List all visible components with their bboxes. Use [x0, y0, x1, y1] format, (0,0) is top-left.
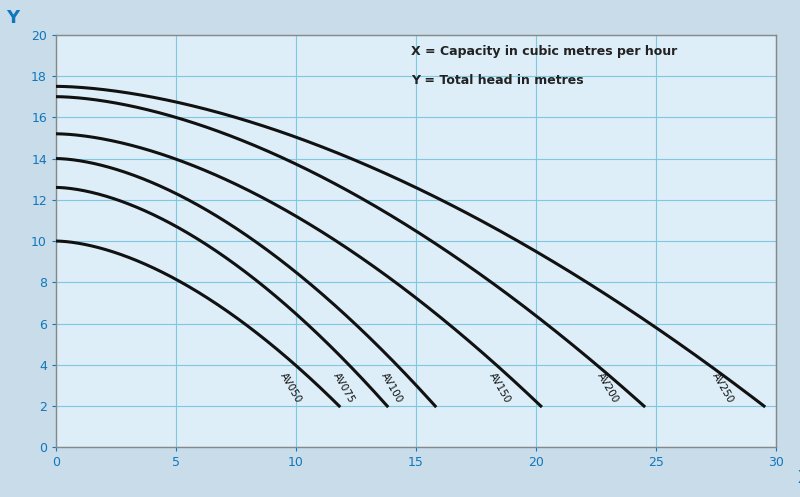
- Text: AV050: AV050: [278, 371, 304, 405]
- Text: AV200: AV200: [595, 371, 621, 405]
- Text: AV075: AV075: [331, 371, 357, 405]
- Text: AV150: AV150: [487, 371, 513, 405]
- Text: AV100: AV100: [379, 371, 405, 405]
- Text: Y: Y: [6, 9, 19, 27]
- Text: AV250: AV250: [710, 371, 736, 405]
- Text: X: X: [798, 469, 800, 487]
- Text: X = Capacity in cubic metres per hour: X = Capacity in cubic metres per hour: [411, 45, 678, 58]
- Text: Y = Total head in metres: Y = Total head in metres: [411, 74, 584, 87]
